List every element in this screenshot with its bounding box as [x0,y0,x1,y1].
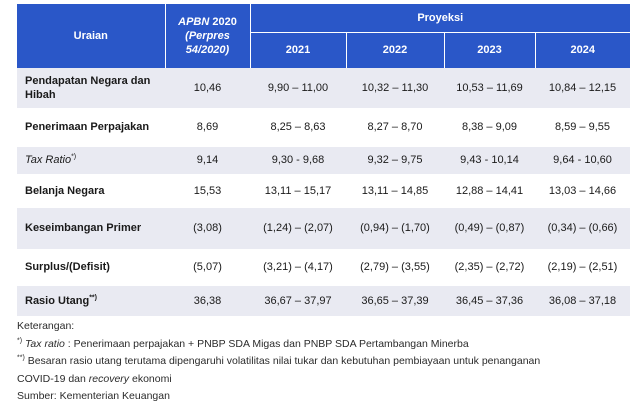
footnote-mark: *) [17,337,23,344]
header-year-2021: 2021 [250,31,346,68]
header-apbn-label: APBN [178,16,210,28]
cell-2023: 10,53 – 11,69 [444,68,535,109]
cell-2021: (1,24) – (2,07) [250,207,346,250]
row-label: Penerimaan Perpajakan [17,108,165,147]
header-apbn-perpres: (Perpres [185,30,230,42]
table-row: Pendapatan Negara dan Hibah 10,46 9,90 –… [17,68,630,109]
header-apbn-number: 54/2020) [185,44,230,56]
row-label: Tax Ratio [25,154,72,166]
source-line: Sumber: Kementerian Keuangan [17,390,170,402]
header-proyeksi: Proyeksi [250,4,630,32]
cell-2024: (0,34) – (0,66) [535,207,630,250]
cell-apbn: 36,38 [165,285,250,317]
footnote-text: Besaran rasio utang terutama dipengaruhi… [27,355,541,367]
header-year-2022: 2022 [345,31,444,68]
cell-2022: (2,79) – (3,55) [346,249,444,286]
cell-2023: 9,43 - 10,14 [444,146,535,175]
cell-2022: 8,27 – 8,70 [346,108,444,147]
cell-apbn: 9,14 [165,146,250,175]
cell-2021: 36,67 – 37,97 [250,285,346,317]
row-label-rasio-utang: Rasio Utang**) [17,285,165,317]
cell-apbn: 8,69 [165,108,250,147]
keterangan-label: Keterangan: [17,320,75,332]
footnotes: Keterangan: *) Tax ratio : Penerimaan pe… [17,318,627,406]
cell-2024: (2,19) – (2,51) [535,249,630,286]
footnote-term: recovery [88,372,130,385]
cell-apbn: (5,07) [165,249,250,286]
cell-2022: 13,11 – 14,85 [346,174,444,208]
cell-2021: 9,90 – 11,00 [250,68,346,109]
cell-2021: (3,21) – (4,17) [250,249,346,286]
footnote-term: Tax ratio [24,337,65,350]
row-label: Surplus/(Defisit) [17,249,165,286]
table-row: Tax Ratio*) 9,14 9,30 - 9,68 9,32 – 9,75… [17,146,630,175]
cell-2024: 9,64 - 10,60 [535,146,630,175]
header-apbn-year: 2020 [212,16,237,28]
cell-2024: 8,59 – 9,55 [535,108,630,147]
row-label-footnote-mark: **) [89,293,97,301]
cell-2024: 13,03 – 14,66 [535,174,630,208]
table-row: Penerimaan Perpajakan 8,69 8,25 – 8,63 8… [17,108,630,147]
row-label-tax-ratio: Tax Ratio*) [17,146,165,175]
cell-2022: 9,32 – 9,75 [346,146,444,175]
footnote-text: : Penerimaan perpajakan + PNBP SDA Migas… [67,337,469,350]
cell-2022: 10,32 – 11,30 [346,68,444,109]
cell-apbn: 10,46 [165,68,250,109]
cell-2023: (0,49) – (0,87) [444,207,535,250]
table-row: Surplus/(Defisit) (5,07) (3,21) – (4,17)… [17,249,630,286]
cell-2021: 9,30 - 9,68 [250,146,346,175]
row-label-footnote-mark: *) [71,153,77,161]
cell-2023: 8,38 – 9,09 [444,108,535,147]
table-header: Uraian APBN 2020 (Perpres 54/2020) Proye… [17,4,630,68]
footnote-rasio-utang-cont: COVID-19 dan recovery ekonomi [17,371,627,389]
cell-2021: 8,25 – 8,63 [250,108,346,147]
cell-2022: (0,94) – (1,70) [346,207,444,250]
cell-2024: 36,08 – 37,18 [535,285,630,317]
cell-2023: (2,35) – (2,72) [444,249,535,286]
footnote-mark: **) [17,354,25,362]
table-row: Keseimbangan Primer (3,08) (1,24) – (2,0… [17,207,630,250]
fiscal-projection-table: Uraian APBN 2020 (Perpres 54/2020) Proye… [17,4,630,317]
row-label: Rasio Utang [25,294,90,307]
cell-apbn: 15,53 [165,174,250,208]
footnote-text: ekonomi [131,372,172,385]
cell-2023: 36,45 – 37,36 [444,285,535,317]
cell-apbn: (3,08) [165,207,250,250]
header-year-2024: 2024 [534,31,630,68]
footnote-tax-ratio: *) Tax ratio : Penerimaan perpajakan + P… [17,336,627,354]
header-apbn-2020: APBN 2020 (Perpres 54/2020) [165,4,251,68]
cell-2022: 36,65 – 37,39 [346,285,444,317]
header-year-2023: 2023 [443,31,535,68]
row-label: Keseimbangan Primer [17,207,165,250]
table-row: Belanja Negara 15,53 13,11 – 15,17 13,11… [17,174,630,208]
header-uraian: Uraian [17,4,166,68]
cell-2024: 10,84 – 12,15 [535,68,630,109]
row-label: Pendapatan Negara dan Hibah [17,68,165,109]
table-row: Rasio Utang**) 36,38 36,67 – 37,97 36,65… [17,285,630,317]
footnote-text: COVID-19 dan [17,372,86,385]
footnote-rasio-utang: **) Besaran rasio utang terutama dipenga… [17,353,627,371]
row-label: Belanja Negara [17,174,165,208]
cell-2023: 12,88 – 14,41 [444,174,535,208]
cell-2021: 13,11 – 15,17 [250,174,346,208]
